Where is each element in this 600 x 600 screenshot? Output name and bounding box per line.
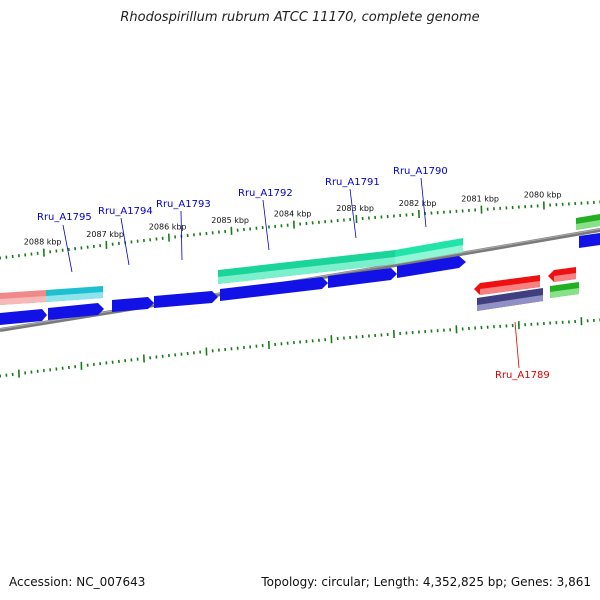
lower-tick-track [0, 317, 600, 378]
tick-label: 2083 kbp [336, 204, 374, 213]
accession-text: Accession: NC_007643 [9, 575, 146, 589]
tick-label: 2084 kbp [274, 210, 312, 219]
feature-red-small-shade [554, 273, 576, 282]
gene-arrow [154, 291, 218, 308]
map-title: Rhodospirillum rubrum ATCC 11170, comple… [120, 10, 480, 25]
feature-red-shade [480, 281, 540, 295]
gene-label-group: Rru_A1795 Rru_A1794 Rru_A1793 Rru_A1792 … [37, 166, 550, 381]
leader-line [62, 224, 73, 273]
upper-tick-track [0, 200, 600, 260]
feature-cyan-shade [46, 292, 103, 302]
leader-line [349, 188, 357, 239]
tick-label-group: 2088 kbp 2087 kbp 2086 kbp 2085 kbp 2084 kbp… [24, 191, 562, 247]
tick-label: 2081 kbp [461, 195, 499, 204]
leader-line [180, 210, 183, 261]
gene-label: Rru_A1791 [325, 177, 380, 188]
tick-label: 2085 kbp [211, 216, 249, 225]
gene-arrow [579, 233, 600, 248]
feature-navy-shade [477, 295, 543, 311]
leader-line [120, 217, 130, 266]
gene-arrow [397, 256, 466, 278]
feature-pink-shade [0, 296, 46, 305]
gene-label: Rru_A1789 [495, 370, 550, 381]
gene-label: Rru_A1792 [238, 188, 293, 199]
gene-label: Rru_A1790 [393, 166, 448, 177]
gene-label: Rru_A1793 [156, 199, 211, 210]
gene-arrow [0, 309, 47, 325]
leader-line [262, 199, 270, 251]
topology-text: Topology: circular; Length: 4,352,825 bp… [261, 575, 591, 589]
gene-label: Rru_A1795 [37, 212, 92, 223]
tick-label: 2087 kbp [86, 230, 124, 239]
feature-teal-shade [218, 257, 395, 284]
feature-green-bottom-shade [550, 288, 579, 298]
tick-label: 2088 kbp [24, 238, 62, 247]
leader-line [420, 177, 427, 228]
gene-arrow [328, 268, 397, 288]
gene-label: Rru_A1794 [98, 206, 153, 217]
tick-label: 2080 kbp [524, 191, 562, 200]
gene-arrow [112, 297, 154, 312]
gene-arrow [48, 303, 104, 320]
leader-line [514, 321, 520, 369]
feature-group [0, 214, 600, 325]
label-leaders [62, 177, 520, 369]
feature-teal-shade-2 [395, 245, 463, 264]
feature-green-top-shade [576, 220, 600, 230]
tick-label: 2086 kbp [149, 223, 187, 232]
gene-arrow [220, 277, 328, 301]
tick-label: 2082 kbp [399, 199, 437, 208]
